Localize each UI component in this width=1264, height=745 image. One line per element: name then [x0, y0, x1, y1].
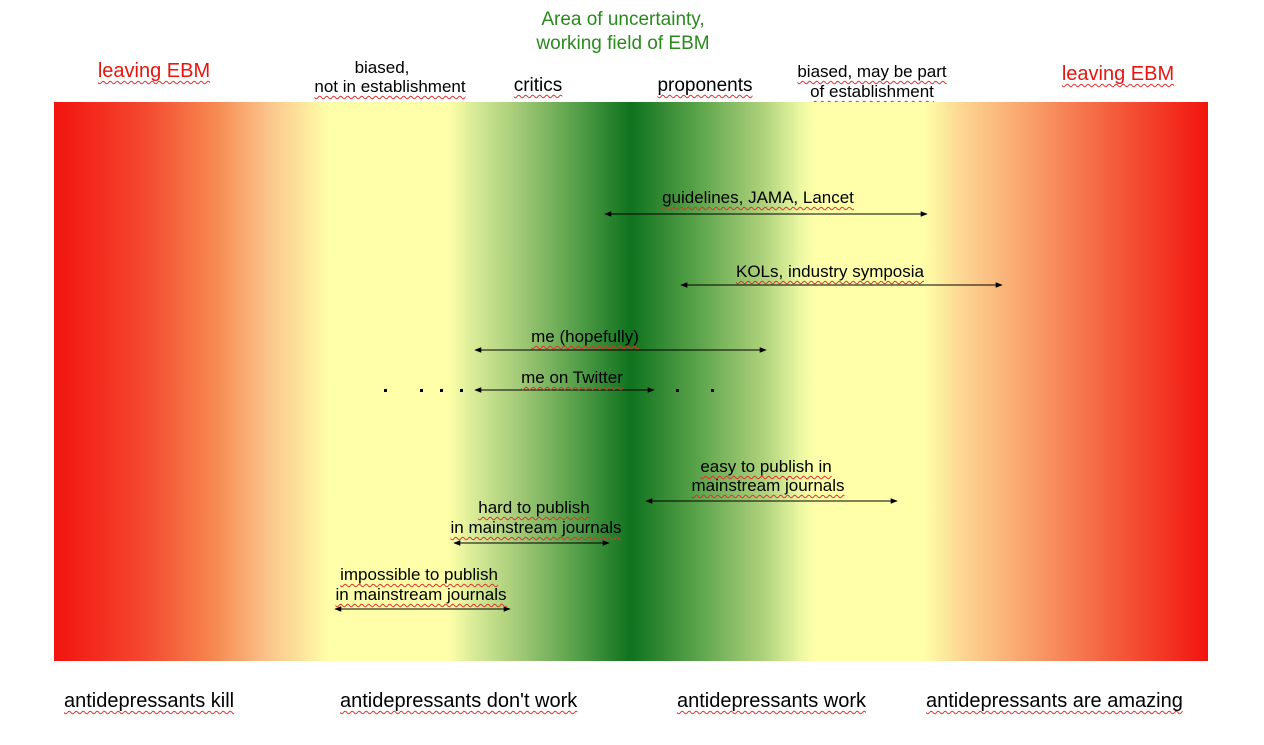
label-hard-line-1: hard to publish: [478, 498, 590, 517]
header-leaving-ebm-left: leaving EBM: [97, 60, 211, 82]
header-biased-not-in-line-1: biased,: [354, 58, 410, 77]
label-me-hopefully: me (hopefully): [531, 327, 639, 346]
label-hard-line-2: in mainstream journals: [450, 518, 622, 537]
label-impossible-line-1: impossible to publish: [340, 565, 498, 584]
bottom-label-amazing: antidepressants are amazing: [926, 690, 1183, 712]
bottom-label-dont-work: antidepressants don't work: [340, 690, 578, 712]
label-impossible-line-2: in mainstream journals: [335, 585, 507, 604]
spectrum-band: [54, 102, 1208, 661]
label-easy-line-2: mainstream journals: [691, 476, 845, 495]
dots-left: [384, 389, 463, 392]
title-line-2: working field of EBM: [536, 33, 710, 54]
dots-right: [676, 389, 714, 392]
label-kols: KOLs, industry symposia: [735, 262, 924, 281]
header-biased-not-in-line-2: not in establishment: [314, 77, 466, 96]
bottom-label-work: antidepressants work: [677, 690, 866, 712]
label-easy-line-1: easy to publish in: [700, 457, 832, 476]
label-me-twitter: me on Twitter: [521, 368, 623, 387]
header-biased-part-line-2: of establishment: [810, 82, 934, 101]
header-critics: critics: [513, 75, 563, 96]
header-biased-part-line-1: biased, may be part: [797, 62, 947, 81]
header-leaving-ebm-right: leaving EBM: [1061, 63, 1175, 85]
label-guidelines: guidelines, JAMA, Lancet: [662, 188, 854, 207]
bottom-label-kill: antidepressants kill: [64, 690, 235, 712]
header-proponents: proponents: [657, 75, 753, 96]
title-line-1: Area of uncertainty,: [541, 9, 705, 30]
